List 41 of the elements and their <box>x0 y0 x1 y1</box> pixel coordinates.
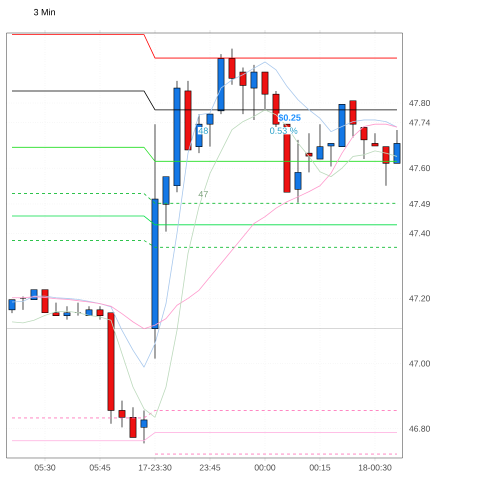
y-tick-label: 47.80 <box>409 100 430 106</box>
x-tick-label: 18-00:30 <box>358 464 392 471</box>
candlestick <box>118 400 126 428</box>
y-tick-label: 46.80 <box>409 426 430 432</box>
candlestick <box>20 296 26 310</box>
x-tick-label: 00:00 <box>254 464 276 471</box>
x-tick-label: 00:15 <box>310 464 330 471</box>
annotation: 47 <box>198 191 208 198</box>
candlestick <box>294 139 302 204</box>
candlestick <box>316 124 324 160</box>
candlestick <box>394 130 400 164</box>
candlestick <box>140 410 148 444</box>
candlestick <box>130 406 136 438</box>
candlestick <box>328 143 334 167</box>
candlestick <box>42 289 48 314</box>
annotation: 0.53 % <box>270 128 298 134</box>
chart-title: 3 Min <box>34 8 55 16</box>
candlestick <box>262 72 268 112</box>
x-tick-label: 05:45 <box>90 464 110 471</box>
y-tick-label: 47.49 <box>409 200 430 207</box>
candlestick <box>372 132 378 146</box>
x-tick-label: 23:45 <box>200 464 220 471</box>
y-tick-label: 47.60 <box>409 165 430 172</box>
candlestick <box>8 299 16 314</box>
candlestick <box>206 114 214 148</box>
candlestick <box>64 306 70 320</box>
candlestick <box>382 146 390 186</box>
y-tick-label: 47.40 <box>409 230 430 236</box>
candlestick <box>228 48 236 86</box>
annotation: 48 <box>198 128 208 134</box>
candlestick <box>360 127 368 160</box>
candlestick <box>96 306 104 320</box>
line-series <box>12 124 398 330</box>
candlestick <box>74 302 82 316</box>
y-tick-label: 47.00 <box>409 360 430 367</box>
x-tick-label: 17-23:30 <box>138 464 172 471</box>
x-tick-label: 05:30 <box>34 464 56 471</box>
candlestick <box>52 302 60 316</box>
y-tick-label: 47.74 <box>409 120 430 126</box>
annotation: $0.25 <box>278 114 301 122</box>
y-tick-label: 47.20 <box>409 295 430 302</box>
